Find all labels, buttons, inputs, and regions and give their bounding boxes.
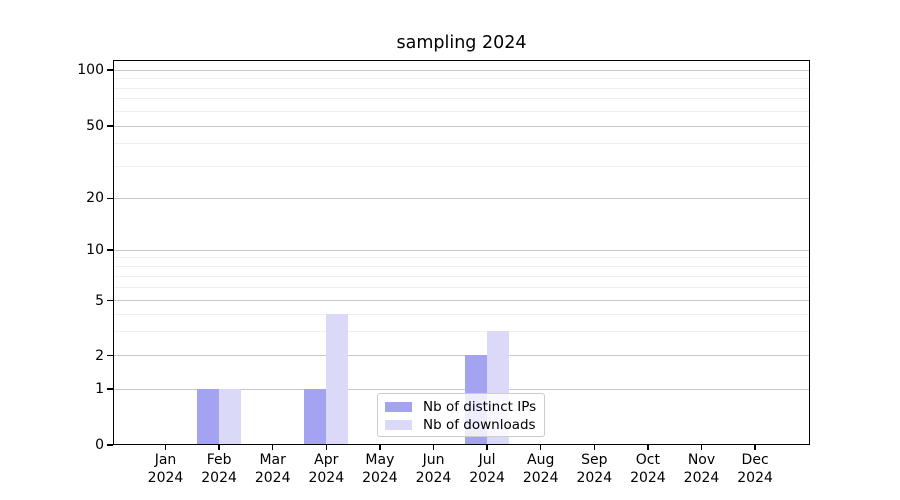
plot-area	[113, 60, 810, 445]
bar-downloads	[325, 313, 348, 444]
x-tick-label: Oct 2024	[616, 451, 680, 487]
gridline-minor	[114, 87, 809, 89]
x-tick-month: May	[365, 452, 395, 468]
x-tick-month: Jun	[422, 452, 445, 468]
gridline-minor	[114, 286, 809, 288]
x-tick-mark	[539, 445, 542, 450]
x-tick-year: 2024	[415, 470, 452, 486]
x-tick-mark	[486, 445, 488, 450]
x-tick-label: Mar 2024	[241, 451, 305, 487]
gridline-major	[114, 355, 809, 357]
gridline-major	[114, 388, 809, 390]
gridline-major	[114, 69, 809, 71]
legend-item-downloads: Nb of downloads	[385, 416, 544, 434]
gridline-minor	[114, 313, 809, 315]
bar-distinct-ips	[303, 388, 326, 444]
x-tick-mark	[379, 445, 381, 450]
x-tick-mark	[700, 445, 703, 450]
gridline-major	[114, 125, 809, 127]
gridline-minor	[114, 143, 809, 145]
x-tick-month: Feb	[206, 452, 232, 468]
y-tick-label: 0	[95, 437, 104, 453]
x-tick-label: Nov 2024	[670, 451, 734, 487]
x-tick-year: 2024	[469, 470, 505, 486]
gridline-minor	[114, 78, 809, 79]
gridline-major	[114, 197, 809, 199]
legend-swatch-distinct-ips-icon	[385, 402, 412, 412]
y-tick-label: 1	[95, 381, 104, 397]
x-tick-mark	[593, 445, 596, 450]
x-tick-year: 2024	[147, 470, 184, 486]
x-tick-label: Aug 2024	[509, 451, 573, 487]
legend-item-distinct-ips: Nb of distinct IPs	[385, 398, 544, 416]
x-tick-year: 2024	[308, 470, 345, 486]
x-tick-label: Dec 2024	[723, 451, 787, 487]
x-tick-year: 2024	[522, 470, 559, 486]
gridline-minor	[114, 110, 809, 112]
gridline-minor	[114, 98, 809, 100]
x-tick-year: 2024	[683, 470, 720, 486]
x-tick-year: 2024	[201, 470, 237, 486]
x-tick-year: 2024	[362, 470, 398, 486]
x-tick-label: Feb 2024	[187, 451, 251, 487]
y-tick-label: 2	[95, 347, 104, 364]
chart-title: sampling 2024	[396, 33, 527, 53]
x-tick-mark	[325, 445, 328, 450]
bar-distinct-ips	[196, 388, 219, 444]
y-tick-label: 10	[86, 242, 104, 258]
y-tick-label: 5	[95, 292, 104, 309]
x-tick-label: Apr 2024	[294, 451, 358, 487]
y-tick-label: 50	[86, 118, 104, 134]
x-tick-label: Sep 2024	[562, 451, 626, 487]
gridline-major	[114, 300, 809, 302]
y-tick-label: 100	[77, 62, 104, 78]
x-tick-mark	[647, 445, 649, 450]
x-tick-month: Nov	[687, 452, 716, 468]
x-tick-mark	[164, 445, 167, 450]
y-tick-label: 20	[86, 190, 104, 207]
gridline-minor	[114, 275, 809, 277]
x-tick-month: Mar	[259, 452, 286, 468]
legend-swatch-downloads-icon	[385, 420, 412, 430]
x-tick-label: Jun 2024	[402, 451, 466, 487]
x-tick-month: Aug	[527, 452, 555, 468]
gridline-minor	[114, 165, 809, 167]
legend: Nb of distinct IPs Nb of downloads	[377, 393, 545, 437]
x-tick-month: Dec	[741, 452, 769, 468]
gridline-minor	[114, 257, 809, 259]
x-tick-mark	[754, 445, 756, 450]
legend-label-downloads: Nb of downloads	[423, 417, 536, 433]
x-tick-label: Jul 2024	[455, 451, 519, 487]
x-tick-label: May 2024	[348, 451, 412, 487]
x-tick-mark	[432, 445, 435, 450]
gridline-minor	[114, 265, 809, 267]
x-tick-month: Jan	[154, 452, 177, 468]
x-tick-year: 2024	[576, 470, 613, 486]
x-tick-year: 2024	[254, 470, 291, 486]
x-tick-month: Apr	[314, 452, 339, 468]
x-tick-year: 2024	[737, 470, 773, 486]
legend-label-distinct-ips: Nb of distinct IPs	[423, 399, 537, 415]
x-tick-month: Sep	[581, 452, 608, 468]
x-tick-mark	[271, 445, 274, 450]
gridline-major	[114, 249, 809, 251]
x-tick-year: 2024	[630, 470, 666, 486]
x-tick-month: Oct	[635, 452, 660, 468]
bar-downloads	[218, 388, 241, 444]
gridline-minor	[114, 330, 809, 332]
x-tick-month: Jul	[478, 452, 496, 468]
x-tick-label: Jan 2024	[134, 451, 198, 487]
x-tick-mark	[218, 445, 220, 450]
